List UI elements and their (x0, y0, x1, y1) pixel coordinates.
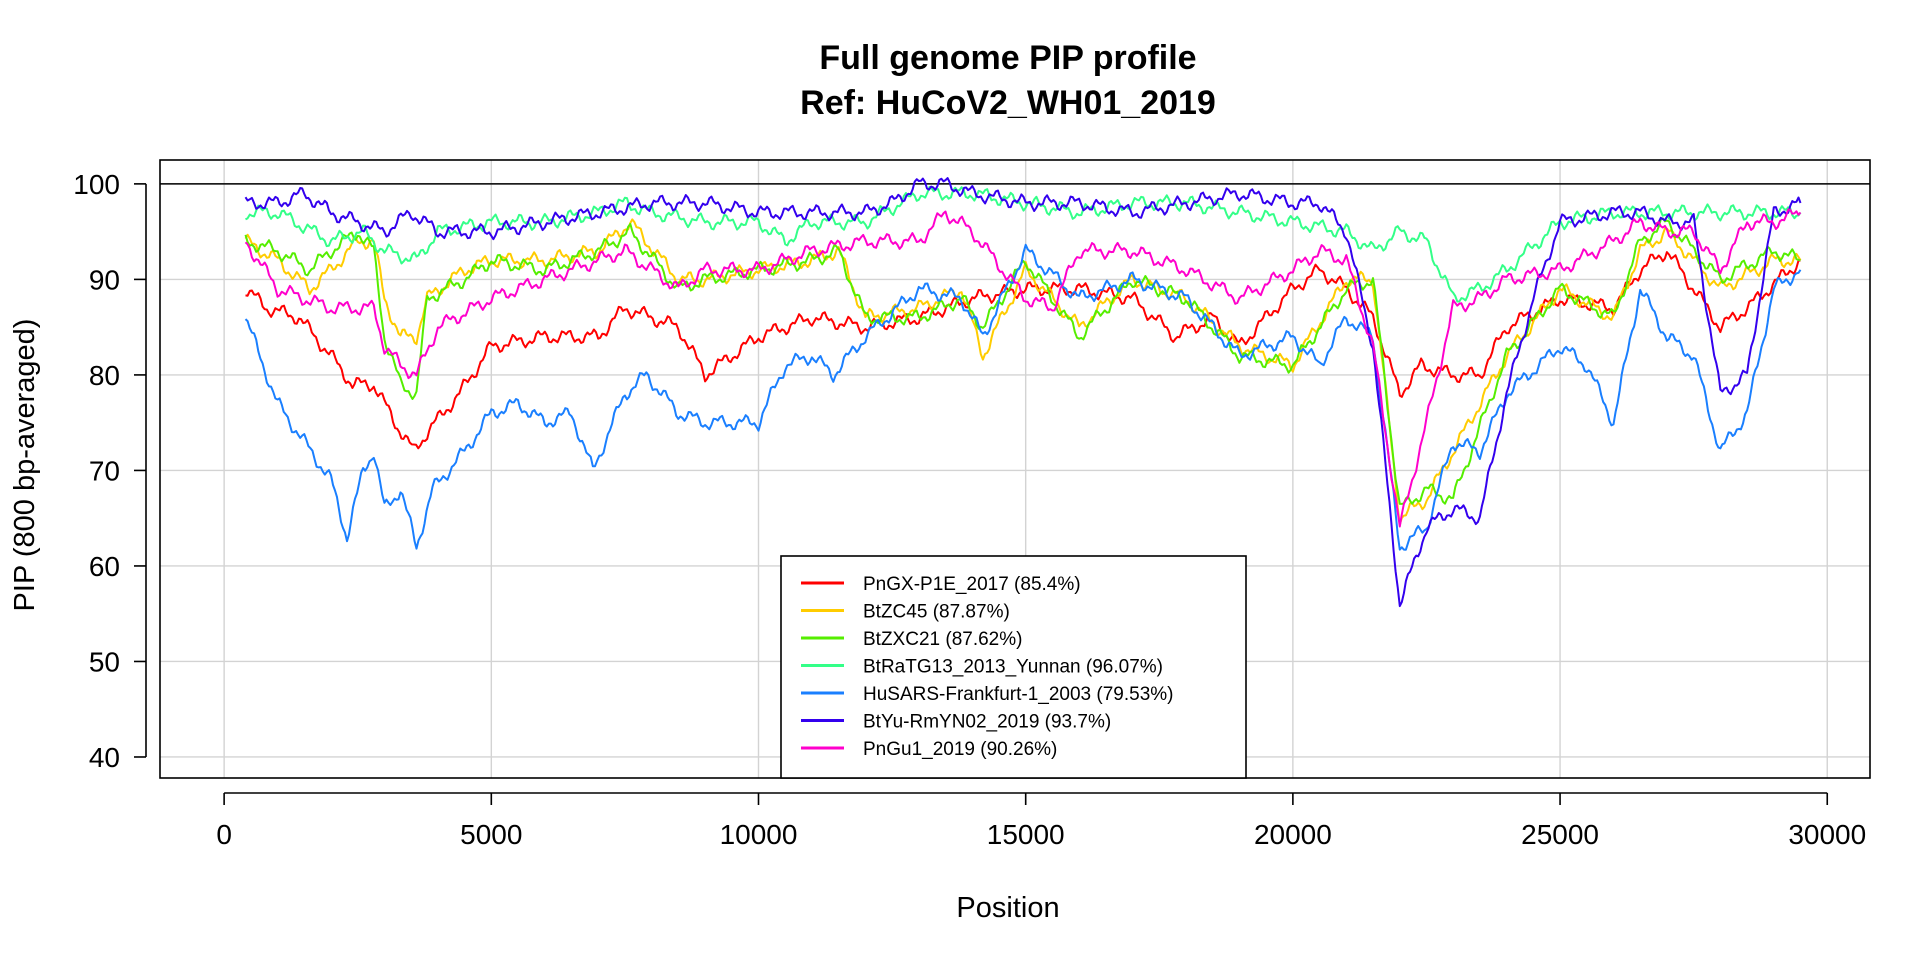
x-tick-label: 30000 (1788, 819, 1866, 850)
y-tick-label: 100 (73, 169, 120, 200)
y-tick-label: 40 (89, 742, 120, 773)
legend-label: BtZXC21 (87.62%) (863, 629, 1022, 650)
legend-box (780, 555, 1247, 779)
legend-label: BtZC45 (87.87%) (863, 602, 1010, 623)
y-tick-label: 90 (89, 264, 120, 295)
legend: PnGX-P1E_2017 (85.4%) BtZC45 (87.87%) BtZX… (780, 555, 1247, 779)
legend-label: BtRaTG13_2013_Yunnan (96.07%) (863, 657, 1163, 678)
series-line (244, 208, 1802, 528)
series-line (244, 243, 1802, 551)
series-line (245, 185, 1802, 303)
x-tick-label: 0 (216, 819, 232, 850)
legend-label: BtYu-RmYN02_2019 (93.7%) (863, 712, 1111, 733)
x-tick-label: 20000 (1254, 819, 1332, 850)
y-axis: 40 50 60 70 80 90 100 (73, 169, 147, 773)
y-axis-label: PIP (800 bp-averaged) (9, 319, 41, 612)
x-tick-label: 5000 (460, 819, 522, 850)
series-line (244, 177, 1802, 608)
y-tick-label: 80 (89, 360, 120, 391)
legend-label: HuSARS-Frankfurt-1_2003 (79.53%) (863, 684, 1173, 705)
legend-label: PnGX-P1E_2017 (85.4%) (863, 574, 1081, 595)
y-tick-label: 50 (89, 646, 120, 677)
y-tick-label: 70 (89, 455, 120, 486)
series-line (244, 218, 1802, 526)
y-tick-label: 60 (89, 551, 120, 582)
x-tick-label: 10000 (720, 819, 798, 850)
x-axis: 0 5000 10000 15000 20000 25000 30000 (216, 792, 1866, 850)
series-line (245, 251, 1801, 450)
x-tick-label: 25000 (1521, 819, 1599, 850)
x-axis-label: Position (956, 892, 1059, 924)
chart-subtitle: Ref: HuCoV2_WH01_2019 (800, 84, 1216, 122)
x-tick-label: 15000 (987, 819, 1065, 850)
chart-title: Full genome PIP profile (819, 39, 1196, 77)
series-lines (244, 177, 1802, 608)
legend-label: PnGu1_2019 (90.26%) (863, 739, 1057, 760)
